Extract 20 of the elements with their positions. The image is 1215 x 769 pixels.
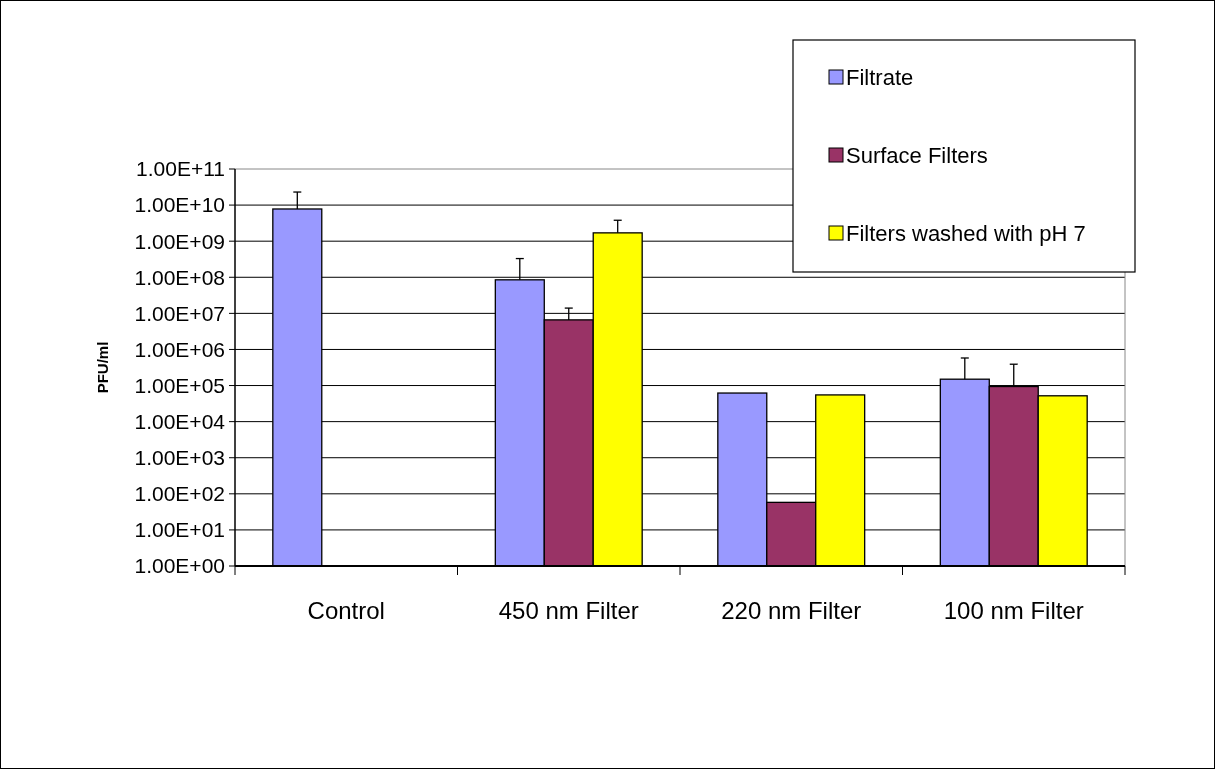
x-tick-label: 220 nm Filter [721,597,862,624]
y-tick-label: 1.00E+08 [134,265,225,289]
y-tick-label: 1.00E+01 [134,518,225,542]
x-tick-label: Control [307,597,385,624]
legend-label: Surface Filters [846,142,988,168]
y-tick-label: 1.00E+11 [136,157,225,181]
x-tick-label: 100 nm Filter [943,597,1084,624]
y-tick-label: 1.00E+03 [134,446,225,470]
y-tick-label: 1.00E+06 [134,337,225,361]
y-tick-label: 1.00E+10 [134,193,225,217]
y-tick-label: 1.00E+02 [134,482,225,506]
y-tick-label: 1.00E+05 [134,373,225,397]
legend-label: Filters washed with pH 7 [846,220,1086,246]
x-tick-label: 450 nm Filter [498,597,639,624]
y-tick-label: 1.00E+00 [134,554,225,578]
y-tick-label: 1.00E+04 [134,409,226,433]
y-tick-label: 1.00E+07 [134,301,225,325]
legend-label: Filtrate [846,64,914,90]
y-axis-title: PFU/ml [94,341,111,394]
y-tick-label: 1.00E+09 [134,229,225,253]
